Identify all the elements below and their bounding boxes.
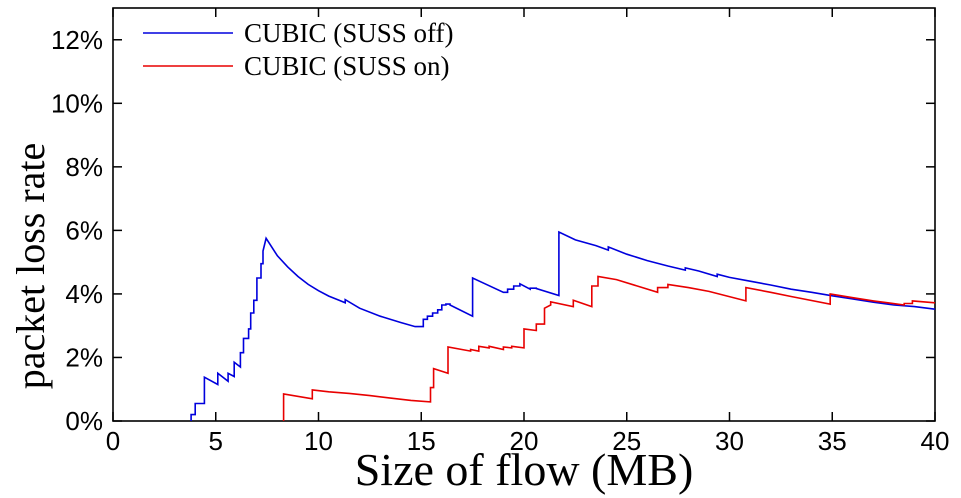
plot-frame xyxy=(112,7,936,422)
x-tick-label: 30 xyxy=(715,426,744,456)
y-tick-label: 4% xyxy=(65,279,103,309)
y-tick-label: 10% xyxy=(51,88,103,118)
x-tick-label: 15 xyxy=(407,426,436,456)
x-tick-label: 25 xyxy=(612,426,641,456)
y-tick-label: 12% xyxy=(51,25,103,55)
y-tick-label: 2% xyxy=(65,342,103,372)
y-axis-title: packet loss rate xyxy=(8,143,53,390)
x-tick-label: 20 xyxy=(510,426,539,456)
series-layer xyxy=(190,230,936,421)
y-tick-label: 0% xyxy=(65,406,103,436)
y-tick-label: 8% xyxy=(65,152,103,182)
x-tick-label: 10 xyxy=(304,426,333,456)
legend-label: CUBIC (SUSS on) xyxy=(244,51,450,81)
y-axis: 0% 2% 4% 6% 8% 10% 12% xyxy=(51,25,935,436)
y-tick-label: 6% xyxy=(65,215,103,245)
series-line-suss-on xyxy=(282,275,936,421)
legend-label: CUBIC (SUSS off) xyxy=(244,18,454,48)
series-line-suss-off xyxy=(190,230,936,421)
x-tick-label: 0 xyxy=(106,426,120,456)
x-axis: 0 5 10 15 20 25 30 35 40 xyxy=(106,8,950,456)
x-tick-label: 5 xyxy=(209,426,223,456)
plot-border xyxy=(112,7,936,422)
legend: CUBIC (SUSS off)CUBIC (SUSS on) xyxy=(143,18,454,81)
x-axis-title: Size of flow (MB) xyxy=(355,444,694,495)
x-tick-label: 35 xyxy=(818,426,847,456)
x-tick-label: 40 xyxy=(921,426,950,456)
